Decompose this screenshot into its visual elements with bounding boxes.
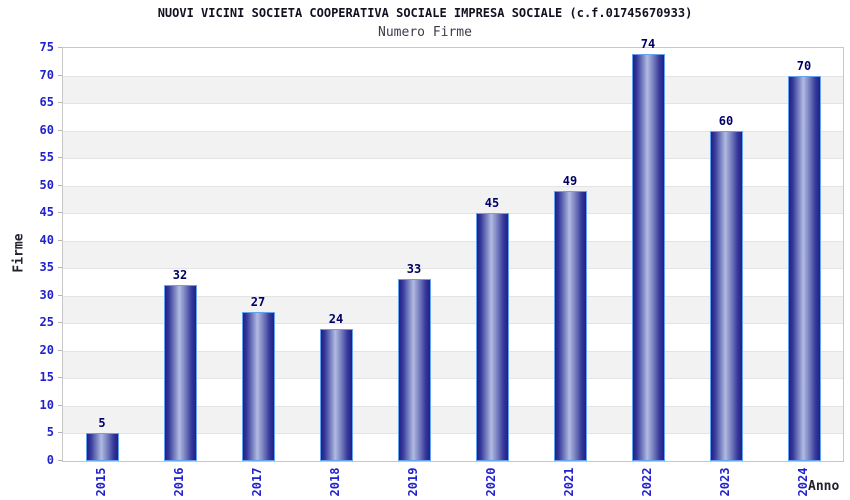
gridline bbox=[63, 433, 843, 435]
y-tick-mark bbox=[58, 267, 62, 269]
y-tick-label: 75 bbox=[39, 40, 54, 54]
bar-value-label: 27 bbox=[250, 295, 266, 310]
x-tick-label: 2022 bbox=[640, 467, 654, 497]
gridline bbox=[63, 268, 843, 270]
gridline bbox=[63, 75, 843, 77]
x-tick-label: 2017 bbox=[250, 467, 264, 497]
bar-value-label: 60 bbox=[718, 113, 734, 128]
y-tick-label: 20 bbox=[39, 342, 54, 357]
bar bbox=[709, 130, 743, 461]
x-tick-label: 2021 bbox=[562, 467, 576, 497]
bar bbox=[319, 328, 353, 461]
y-tick-label: 0 bbox=[46, 453, 54, 467]
y-tick-mark bbox=[58, 377, 62, 379]
y-tick-label: 15 bbox=[39, 370, 54, 385]
y-tick-label: 5 bbox=[46, 425, 54, 440]
y-tick-label: 25 bbox=[39, 315, 54, 330]
gridline bbox=[63, 103, 843, 105]
y-tick-label: 35 bbox=[39, 260, 54, 275]
x-tick-label: 2020 bbox=[484, 467, 498, 497]
x-axis-label: Anno bbox=[808, 479, 840, 494]
y-tick-label: 50 bbox=[39, 177, 54, 192]
y-tick-mark bbox=[58, 102, 62, 104]
gridline bbox=[63, 158, 843, 160]
bar bbox=[631, 53, 665, 461]
bar bbox=[397, 279, 431, 461]
gridline bbox=[63, 350, 843, 352]
bar-value-label: 74 bbox=[640, 36, 656, 51]
y-tick-mark bbox=[58, 129, 62, 131]
y-tick-mark bbox=[58, 157, 62, 159]
y-tick-mark bbox=[58, 294, 62, 296]
x-tick-label: 2015 bbox=[94, 467, 108, 497]
y-tick-label: 40 bbox=[39, 232, 54, 247]
y-tick-label: 60 bbox=[39, 122, 54, 137]
y-tick-mark bbox=[58, 432, 62, 434]
plot-area: 5 32 27 24 33 45 49 74 60 70 bbox=[62, 37, 844, 462]
gridline bbox=[63, 185, 843, 187]
gridline bbox=[63, 130, 843, 132]
grid-band bbox=[63, 75, 843, 104]
bar bbox=[163, 284, 197, 461]
y-tick-mark bbox=[58, 349, 62, 351]
gridline bbox=[63, 378, 843, 380]
y-tick-label: 10 bbox=[39, 397, 54, 412]
y-tick-mark bbox=[58, 460, 62, 461]
y-tick-mark bbox=[58, 239, 62, 241]
y-tick-mark bbox=[58, 404, 62, 406]
gridline bbox=[63, 405, 843, 407]
bar-value-label: 24 bbox=[328, 311, 344, 326]
y-tick-label: 55 bbox=[39, 150, 54, 165]
bar bbox=[787, 75, 821, 461]
bar bbox=[241, 312, 275, 461]
bar-value-label: 32 bbox=[172, 267, 188, 282]
grid-band bbox=[63, 103, 843, 131]
bar bbox=[85, 433, 119, 461]
x-tick-label: 2018 bbox=[328, 467, 342, 497]
bar-value-label: 45 bbox=[484, 196, 500, 211]
y-tick-mark bbox=[58, 47, 62, 48]
y-tick-label: 30 bbox=[39, 287, 54, 302]
chart-subtitle: Numero Firme bbox=[378, 25, 472, 40]
chart-title: NUOVI VICINI SOCIETA COOPERATIVA SOCIALE… bbox=[157, 6, 693, 20]
x-tick-label: 2019 bbox=[406, 467, 420, 497]
bar-value-label: 70 bbox=[796, 58, 812, 73]
y-tick-mark bbox=[58, 322, 62, 324]
y-axis-label: Firme bbox=[11, 233, 27, 273]
bar bbox=[553, 191, 587, 461]
bar-value-label: 49 bbox=[562, 174, 578, 189]
y-tick-label: 45 bbox=[39, 205, 54, 220]
gridline bbox=[63, 323, 843, 325]
x-tick-label: 2016 bbox=[172, 467, 186, 497]
bar bbox=[475, 213, 509, 461]
gridline bbox=[63, 213, 843, 215]
y-tick-mark bbox=[58, 74, 62, 76]
bar-value-label: 5 bbox=[98, 416, 106, 431]
y-tick-label: 65 bbox=[39, 95, 54, 110]
y-tick-mark bbox=[58, 184, 62, 186]
grid-band bbox=[63, 48, 843, 76]
y-tick-label: 70 bbox=[39, 67, 54, 82]
gridline bbox=[63, 240, 843, 242]
x-tick-label: 2024 bbox=[796, 467, 810, 497]
y-tick-mark bbox=[58, 212, 62, 214]
gridline bbox=[63, 295, 843, 297]
x-tick-label: 2023 bbox=[718, 467, 732, 497]
bar-value-label: 33 bbox=[406, 262, 422, 277]
